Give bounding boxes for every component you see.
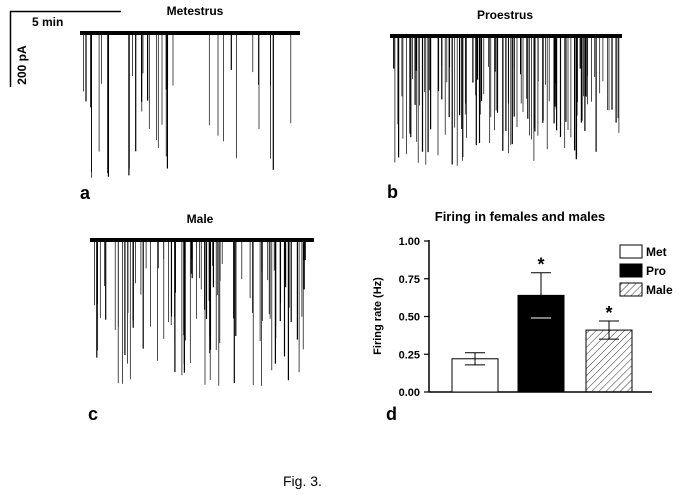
scale-time-label: 5 min — [32, 15, 64, 29]
legend-swatch-pro — [619, 263, 643, 278]
legend-label-pro: Pro — [646, 264, 666, 278]
legend-label-met: Met — [646, 245, 667, 259]
y-tick-label: 0.25 — [399, 349, 420, 361]
y-axis-label: Firing rate (Hz) — [372, 277, 384, 355]
legend-swatch-met — [619, 244, 643, 259]
panel-letter-d: d — [386, 404, 397, 424]
legend-swatch-male — [619, 282, 643, 297]
trace-proestrus-spikes — [390, 34, 622, 166]
y-tick-label: 1.00 — [399, 236, 420, 248]
y-tick-label: 0.00 — [399, 387, 420, 399]
error-bar-male — [599, 320, 619, 340]
trace-title-male: Male — [186, 212, 214, 226]
trace-title-metestrus: Metestrus — [166, 4, 224, 18]
y-tick-label: 0.50 — [399, 312, 420, 324]
bar-male — [585, 329, 633, 393]
chart-title: Firing in females and males — [435, 209, 606, 224]
trace-male-spikes — [90, 238, 314, 386]
legend-label-male: Male — [646, 283, 673, 297]
figure-caption: Fig. 3. — [283, 473, 322, 489]
panel-letter-c: c — [88, 404, 99, 424]
trace-metestrus-spikes — [80, 31, 300, 178]
panel-letter-a: a — [80, 183, 91, 203]
error-bar-met — [465, 352, 485, 366]
panel-letter-b: b — [387, 182, 398, 202]
scale-bar — [9, 10, 121, 87]
significance-marker: * — [537, 255, 544, 275]
error-bar-pro — [531, 272, 551, 319]
significance-marker: * — [605, 303, 612, 323]
y-tick-label: 0.75 — [399, 274, 420, 286]
trace-title-proestrus: Proestrus — [476, 8, 534, 22]
